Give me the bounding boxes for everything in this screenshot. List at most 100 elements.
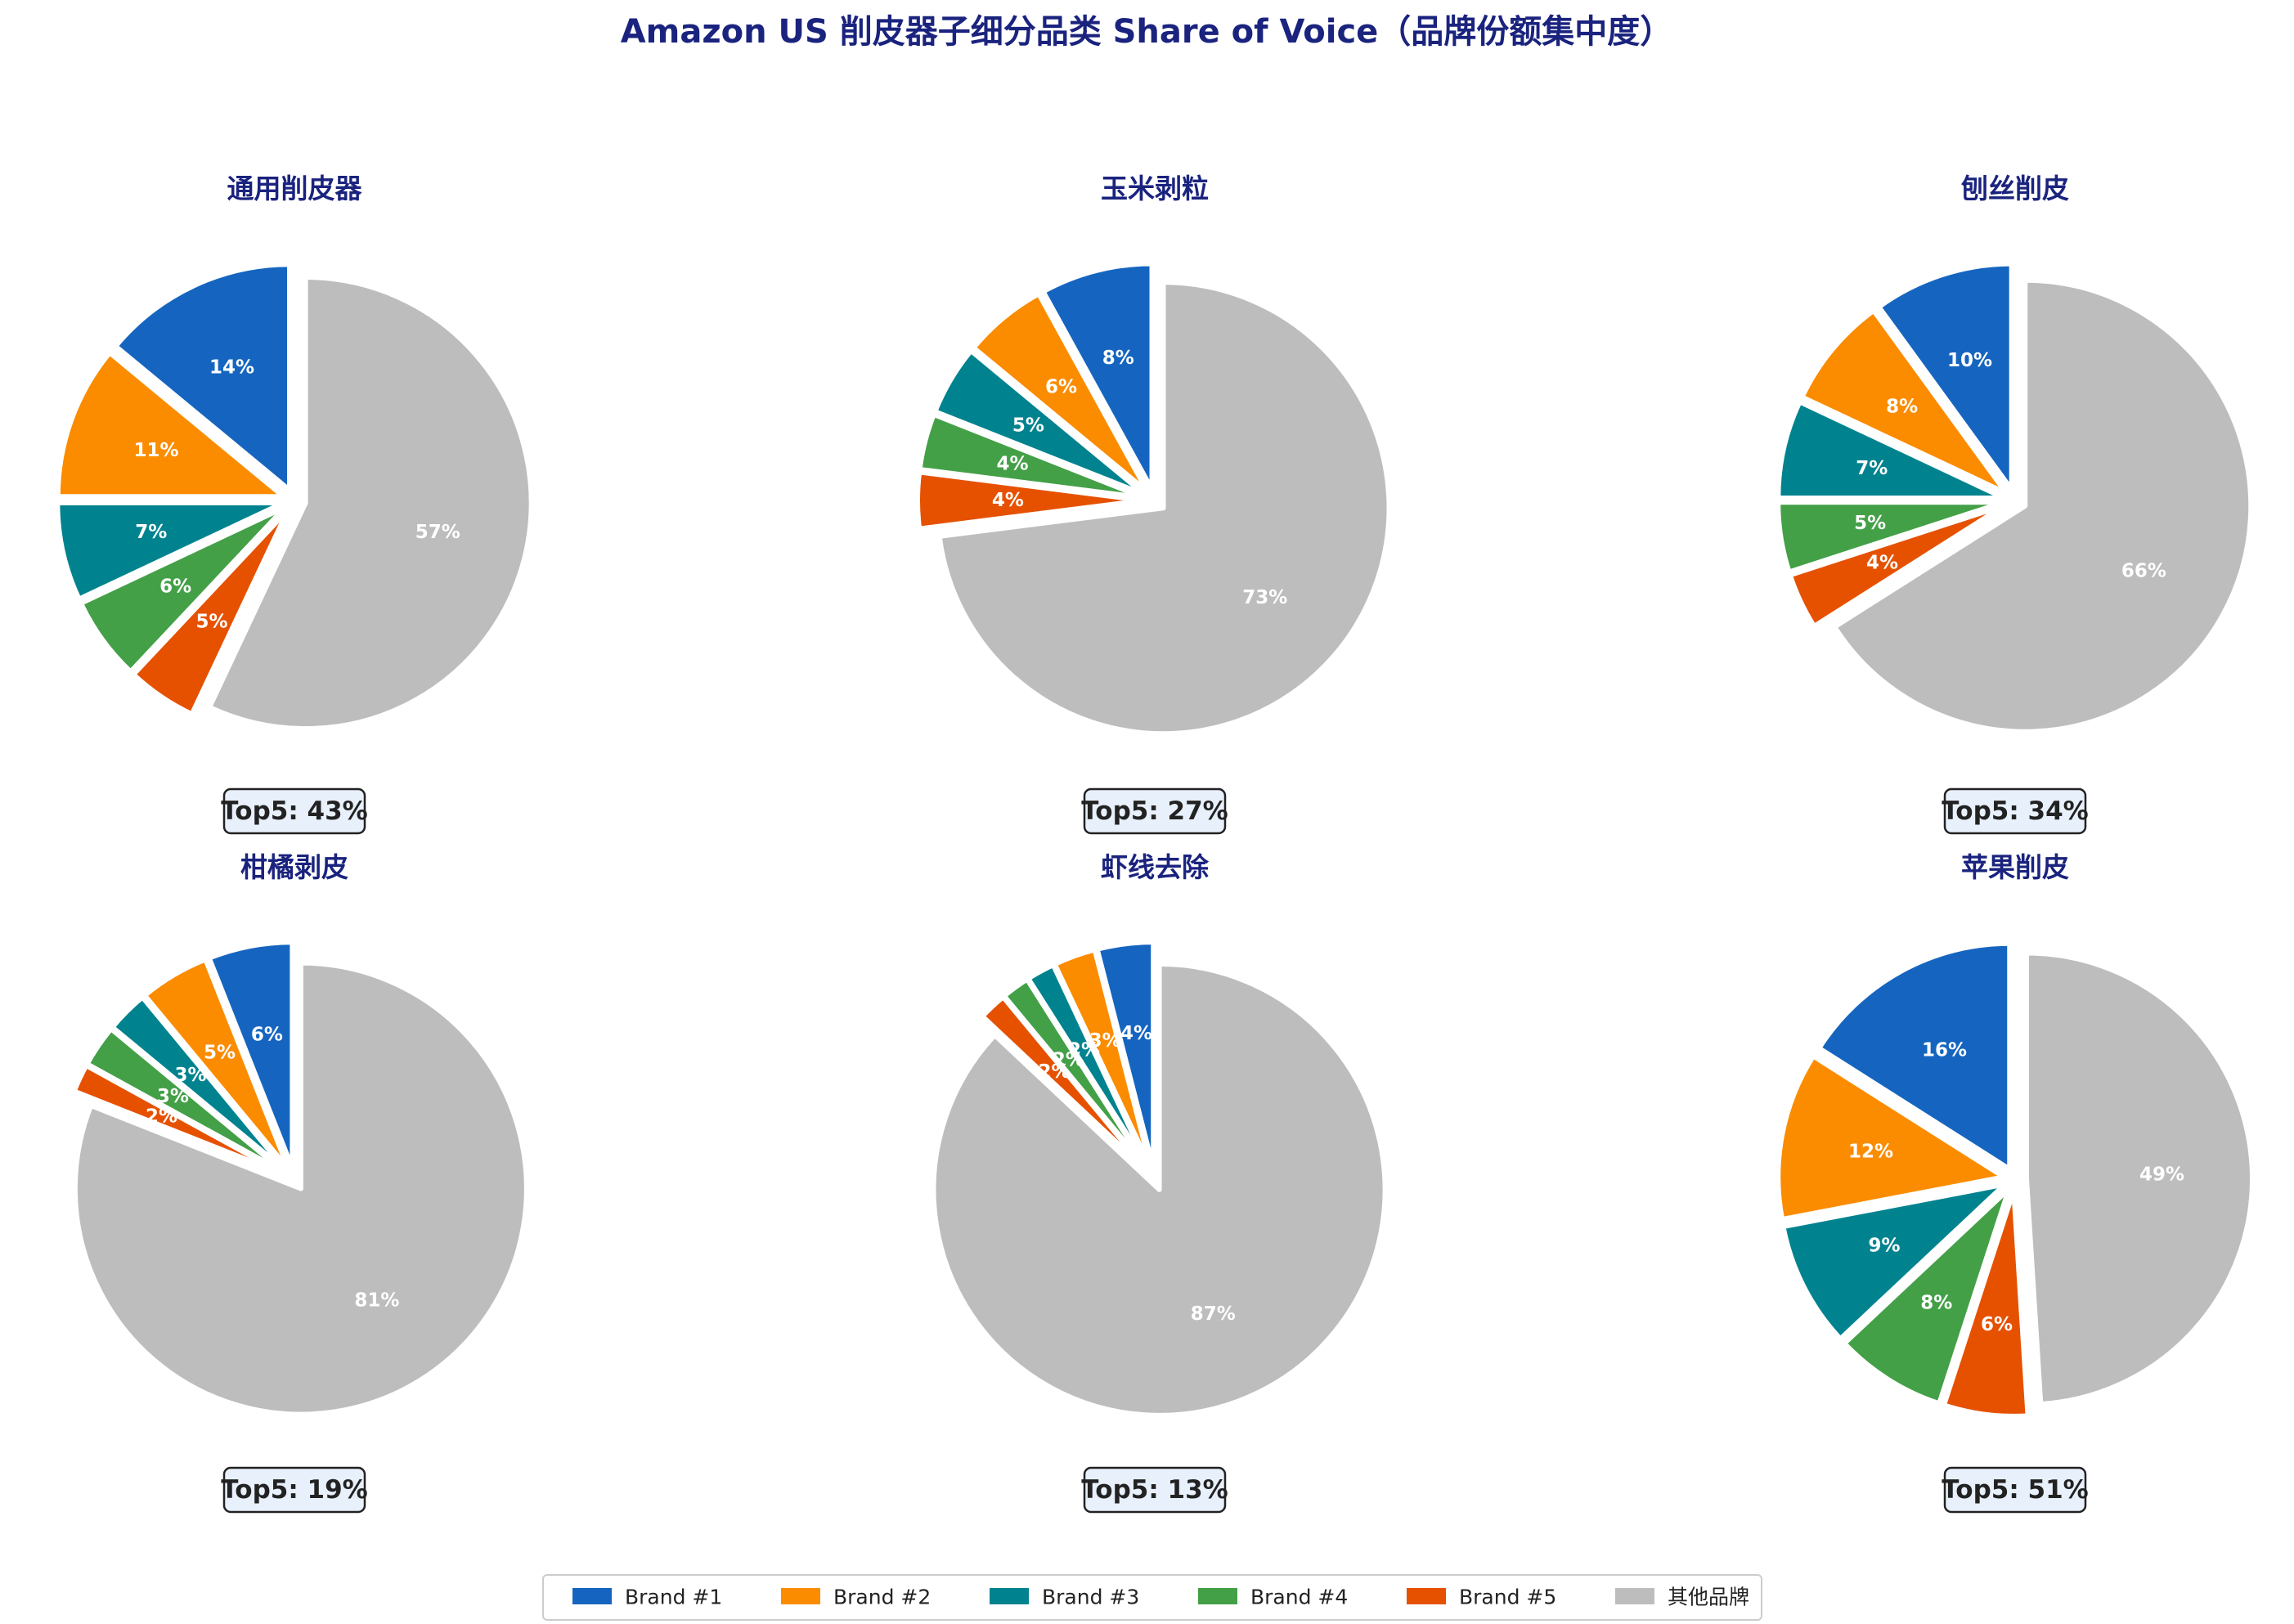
pie-slice-others [931,961,1388,1418]
legend-label: Brand #1 [625,1586,722,1609]
pie-slice-label: 3% [157,1086,189,1107]
top5-annotation: Top5: 13% [1081,1466,1228,1514]
pie-slice-label: 81% [354,1290,399,1312]
pie-slice-label: 11% [133,440,178,461]
pie-slice-label: 3% [174,1065,206,1086]
pie-slice-label: 4% [997,453,1029,474]
legend-swatch [572,1588,612,1604]
pie-title: 玉米剥粒 [1101,173,1209,204]
pie-slice-brand-3 [1775,399,2007,500]
legend-label: Brand #5 [1459,1586,1556,1609]
pie-slice-label: 8% [1886,397,1918,418]
legend-label: Brand #4 [1250,1586,1348,1609]
pie-slice-brand-4 [78,505,288,675]
legend-label: 其他品牌 [1668,1586,1749,1609]
legend-swatch [1198,1588,1237,1604]
pie-slice-label: 8% [1102,348,1134,369]
pie-slice-label: 6% [159,576,191,598]
pie-slice-brand-4 [1775,500,2007,575]
top5-annotation: Top5: 51% [1942,1466,2089,1514]
top5-annotation-text: Top5: 51% [1942,1475,2088,1505]
pie-slice-brand-5 [1787,502,2008,629]
pie-slice-brand-5 [980,994,1150,1173]
pie-slice-label: 5% [1012,415,1044,437]
pie-slice-brand-5 [71,1063,287,1178]
pie-slice-brand-4 [917,411,1147,500]
legend-entry-4: Brand #4 [1198,1586,1348,1609]
pie-slice-label: 57% [415,522,460,543]
pie-slice-label: 7% [1856,458,1888,479]
top5-annotation: Top5: 34% [1942,787,2089,835]
pie-slice-label: 4% [1866,552,1898,573]
pie-slice-others [936,280,1392,737]
pie-slice-label: 49% [2139,1164,2184,1185]
pie-slice-brand-1 [1040,261,1155,492]
pie-slice-brand-3 [1780,1182,2008,1342]
pie-slice-others [72,960,529,1417]
pie-chart-2: 玉米剥粒 8% 6%5% 4% 4% 73% Top5: 27% [915,173,1392,835]
pie-slice-label: 6% [1045,377,1077,398]
legend: Brand #1 Brand #2 Brand #3 Brand #4 Brand #5… [542,1574,1762,1621]
top5-annotation-text: Top5: 34% [1942,796,2088,826]
legend-entry-3: Brand #3 [990,1586,1139,1609]
pie-slice-brand-2 [55,350,286,500]
legend-entry-6: 其他品牌 [1615,1586,1749,1609]
pie-slice-brand-5 [1941,1187,2031,1419]
pie-slice-label: 5% [204,1042,236,1063]
top5-annotation: Top5: 27% [1081,787,1228,835]
legend-swatch [990,1588,1029,1604]
pie-slice-label: 73% [1242,587,1287,608]
pie-chart-6: 苹果削皮 16% 12% 9% 8% 6% 49% Top5: 51% [1775,851,2256,1514]
pie-slice-brand-3 [932,348,1147,497]
pie-slice-brand-2 [1775,1053,2007,1222]
top5-annotation-text: Top5: 13% [1081,1475,1228,1505]
pie-slice-brand-2 [1799,307,2009,496]
legend-swatch [1407,1588,1446,1604]
pie-slice-label: 8% [1920,1293,1952,1314]
pie-slice-label: 5% [196,612,228,633]
top5-annotation: Top5: 43% [221,787,368,835]
pie-slice-label: 6% [251,1025,283,1046]
pie-slice-label: 9% [1868,1236,1900,1257]
pie-slice-label: 66% [2121,561,2166,582]
legend-swatch [1615,1588,1654,1604]
pie-slice-others [207,275,534,732]
pie-slice-brand-1 [1094,940,1156,1171]
top5-annotation: Top5: 19% [221,1466,368,1514]
legend-entry-2: Brand #2 [781,1586,931,1609]
pie-slice-label: 14% [209,357,254,378]
legend-swatch [781,1588,820,1604]
pie-slice-brand-4 [1842,1186,2012,1406]
pie-slice-label: 10% [1947,350,1992,371]
pie-slice-label: 7% [135,522,167,543]
top5-annotation-text: Top5: 27% [1081,796,1228,826]
top5-annotation-text: Top5: 19% [221,1475,367,1505]
pie-slice-brand-1 [113,262,293,493]
legend-entry-1: Brand #1 [572,1586,722,1609]
pie-slice-label: 6% [1981,1314,2013,1335]
pie-title: 柑橘剥皮 [240,851,348,883]
pie-slice-brand-3 [55,500,286,602]
pie-slice-label: 12% [1848,1141,1893,1162]
figure-title: Amazon US 削皮器子细分品类 Share of Voice（品牌份额集中… [621,13,1673,51]
pie-slice-brand-1 [1816,940,2013,1172]
pie-slice-brand-1 [206,940,295,1171]
pie-slice-label: 2% [146,1106,177,1128]
pie-chart-1: 通用削皮器 14% 11% 7% 6%5% 57% Top5: 43% [55,173,534,835]
pie-slice-brand-1 [1876,261,2014,492]
legend-label: Brand #2 [833,1586,931,1609]
pie-slice-label: 4% [1120,1023,1152,1044]
legend-entry-5: Brand #5 [1407,1586,1556,1609]
pie-slice-brand-2 [141,957,291,1172]
pie-title: 苹果削皮 [1961,851,2069,883]
pie-title: 虾线去除 [1101,851,1210,883]
pie-slice-brand-5 [131,507,291,717]
pie-slice-label: 5% [1854,513,1886,534]
pie-slice-brand-5 [915,469,1146,532]
legend-label: Brand #3 [1042,1586,1139,1609]
pie-title: 通用削皮器 [227,173,363,204]
pie-slice-label: 87% [1191,1303,1236,1325]
pie-slice-label: 16% [1922,1040,1967,1061]
